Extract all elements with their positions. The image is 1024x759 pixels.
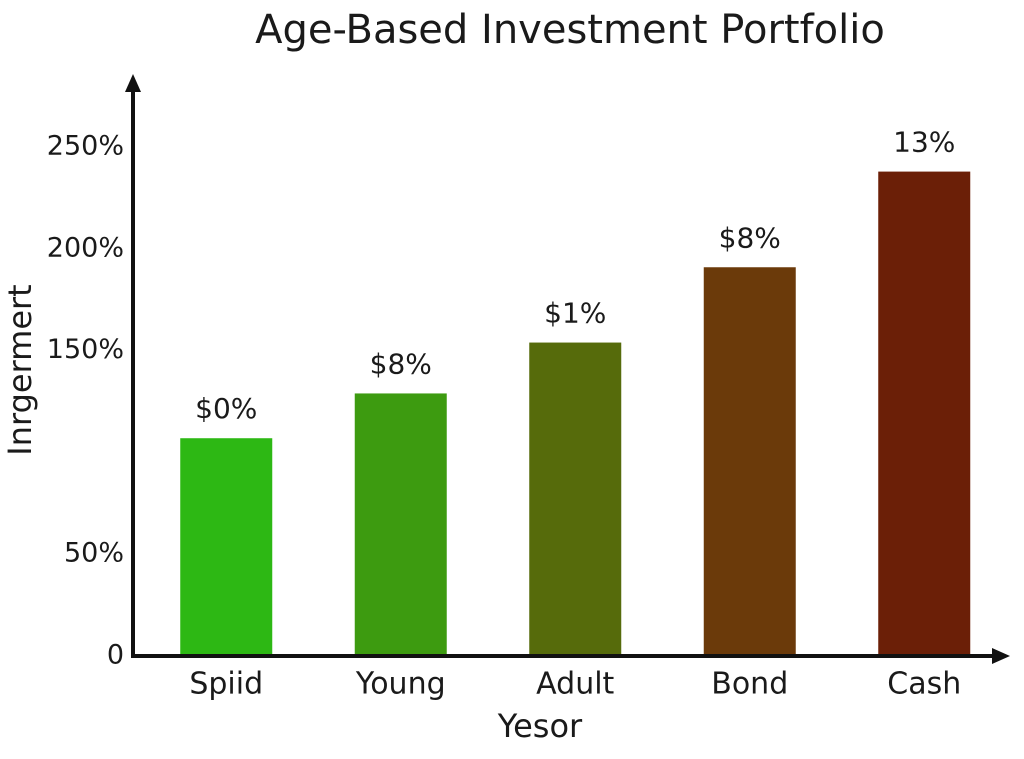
x-tick-label: Cash bbox=[887, 667, 961, 702]
y-tick-label: 250% bbox=[47, 131, 124, 162]
bar-annotation: $8% bbox=[719, 221, 781, 254]
y-axis-arrow bbox=[125, 74, 141, 92]
y-tick-label: 150% bbox=[47, 334, 124, 365]
x-axis-arrow bbox=[992, 648, 1010, 664]
x-axis-label: Yesor bbox=[497, 707, 583, 745]
bar-annotation: $1% bbox=[544, 297, 606, 330]
x-tick-label: Adult bbox=[536, 667, 614, 702]
bar bbox=[529, 342, 622, 656]
bar bbox=[878, 171, 971, 657]
x-tick-label: Spiid bbox=[189, 667, 263, 702]
bar-annotation: $0% bbox=[195, 392, 257, 425]
y-tick-label: 50% bbox=[64, 538, 124, 569]
x-tick-label: Young bbox=[355, 667, 446, 702]
chart-title: Age-Based Investment Portfolio bbox=[255, 7, 885, 53]
plot-area: 0 50% 150% 200% 250% Spiid $0% Young $8% Adult $1%… bbox=[47, 126, 971, 702]
y-tick-label: 0 bbox=[107, 640, 124, 671]
bar bbox=[180, 438, 273, 656]
bar-annotation: $8% bbox=[370, 347, 432, 380]
y-tick-label: 200% bbox=[47, 232, 124, 263]
y-axis-label: Inrgermert bbox=[1, 284, 39, 455]
x-tick-label: Bond bbox=[711, 667, 788, 702]
bar bbox=[703, 267, 796, 656]
bar bbox=[354, 393, 447, 656]
bar-annotation: 13% bbox=[893, 126, 955, 159]
